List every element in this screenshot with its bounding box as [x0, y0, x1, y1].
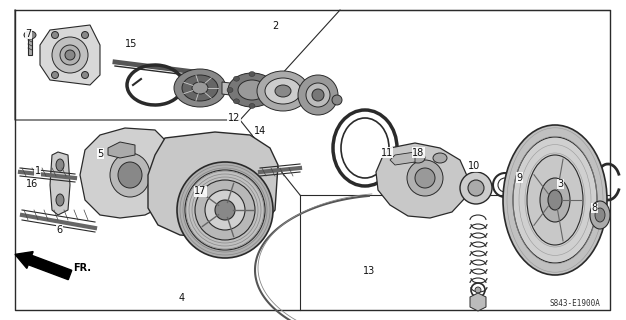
Ellipse shape: [56, 194, 64, 206]
Ellipse shape: [468, 180, 484, 196]
Ellipse shape: [182, 75, 218, 101]
Text: 8: 8: [592, 203, 598, 213]
Ellipse shape: [65, 50, 75, 60]
Ellipse shape: [81, 71, 88, 78]
Ellipse shape: [174, 69, 226, 107]
Text: 2: 2: [272, 21, 279, 31]
Ellipse shape: [227, 87, 233, 92]
Text: 13: 13: [363, 266, 376, 276]
Ellipse shape: [527, 155, 583, 245]
Ellipse shape: [548, 190, 562, 210]
Ellipse shape: [306, 83, 330, 107]
Ellipse shape: [475, 287, 481, 293]
Ellipse shape: [415, 168, 435, 188]
Ellipse shape: [233, 76, 239, 81]
Ellipse shape: [205, 190, 245, 230]
Ellipse shape: [238, 80, 266, 100]
Polygon shape: [390, 152, 415, 165]
Ellipse shape: [265, 78, 301, 104]
Ellipse shape: [249, 71, 255, 76]
Ellipse shape: [590, 201, 610, 229]
Text: 9: 9: [516, 172, 523, 183]
Ellipse shape: [56, 159, 64, 171]
Polygon shape: [108, 142, 135, 158]
Ellipse shape: [312, 89, 324, 101]
Ellipse shape: [192, 82, 208, 94]
Ellipse shape: [298, 75, 338, 115]
Ellipse shape: [81, 31, 88, 38]
Text: 10: 10: [468, 161, 481, 172]
Polygon shape: [50, 152, 70, 215]
Ellipse shape: [275, 85, 291, 97]
Ellipse shape: [24, 31, 36, 39]
Ellipse shape: [110, 153, 150, 197]
Polygon shape: [470, 293, 486, 311]
Ellipse shape: [195, 180, 255, 240]
Ellipse shape: [233, 99, 239, 104]
Ellipse shape: [51, 31, 58, 38]
Ellipse shape: [215, 200, 235, 220]
Ellipse shape: [460, 172, 492, 204]
Ellipse shape: [513, 137, 597, 263]
Text: 12: 12: [228, 113, 240, 123]
Text: 6: 6: [56, 225, 63, 236]
Text: 5: 5: [97, 148, 103, 159]
Text: 4: 4: [178, 292, 185, 303]
Polygon shape: [222, 82, 238, 96]
Text: FR.: FR.: [73, 263, 91, 273]
Ellipse shape: [228, 73, 276, 107]
Ellipse shape: [411, 153, 425, 163]
Text: 18: 18: [412, 148, 424, 158]
Text: S843-E1900A: S843-E1900A: [550, 299, 600, 308]
Polygon shape: [376, 143, 468, 218]
Polygon shape: [148, 132, 278, 237]
Text: 1: 1: [34, 166, 41, 176]
Ellipse shape: [503, 125, 607, 275]
Text: 16: 16: [26, 179, 39, 189]
FancyArrow shape: [15, 252, 72, 280]
Text: 15: 15: [125, 39, 138, 49]
Ellipse shape: [60, 45, 80, 65]
Ellipse shape: [257, 71, 309, 111]
Ellipse shape: [51, 71, 58, 78]
Text: 3: 3: [557, 179, 563, 189]
Ellipse shape: [249, 103, 255, 108]
Polygon shape: [40, 25, 100, 85]
Polygon shape: [80, 128, 175, 218]
Ellipse shape: [185, 170, 265, 250]
Polygon shape: [28, 38, 32, 55]
Ellipse shape: [407, 160, 443, 196]
Ellipse shape: [177, 162, 273, 258]
Ellipse shape: [271, 87, 277, 92]
Ellipse shape: [118, 162, 142, 188]
Ellipse shape: [433, 153, 447, 163]
Text: 11: 11: [381, 148, 393, 158]
Ellipse shape: [332, 95, 342, 105]
Ellipse shape: [595, 208, 605, 222]
Ellipse shape: [540, 178, 570, 222]
Text: 14: 14: [254, 125, 266, 136]
Ellipse shape: [52, 37, 88, 73]
Text: 7: 7: [25, 28, 31, 39]
Ellipse shape: [265, 99, 270, 104]
Text: 17: 17: [194, 186, 207, 196]
Ellipse shape: [265, 76, 270, 81]
